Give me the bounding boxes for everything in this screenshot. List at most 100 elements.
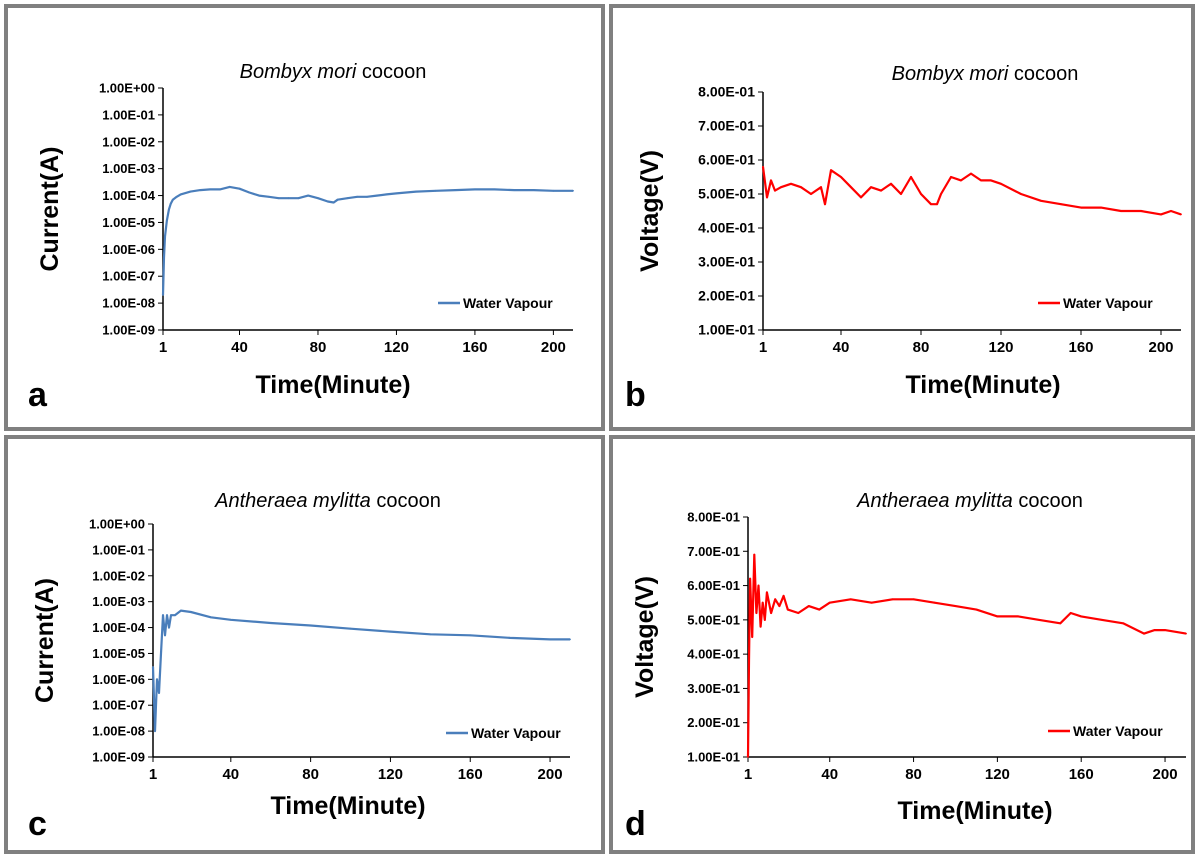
data-point-d bbox=[778, 605, 781, 607]
y-tick-label-c: 1.00E-09 bbox=[92, 750, 145, 765]
data-point-d bbox=[1017, 615, 1020, 618]
data-point-d bbox=[770, 612, 772, 614]
x-tick-label-b: 40 bbox=[833, 339, 850, 356]
data-point-a bbox=[297, 197, 300, 200]
x-axis-label-a: Time(Minute) bbox=[255, 371, 410, 399]
y-tick-label-b: 1.00E-01 bbox=[698, 322, 755, 338]
x-tick-label-d: 200 bbox=[1153, 766, 1178, 783]
panel-letter-b: b bbox=[625, 376, 646, 414]
data-point-a bbox=[171, 198, 174, 201]
data-point-b bbox=[1080, 206, 1082, 209]
data-point-c bbox=[210, 616, 212, 619]
data-point-b bbox=[880, 189, 882, 192]
data-point-b bbox=[890, 182, 892, 185]
data-point-d bbox=[891, 598, 894, 601]
y-tick-label-a: 1.00E-04 bbox=[102, 188, 156, 203]
data-point-b bbox=[870, 186, 872, 189]
data-point-c bbox=[309, 624, 312, 627]
data-point-d bbox=[751, 636, 754, 638]
data-point-d bbox=[996, 615, 999, 618]
data-point-d bbox=[1059, 622, 1062, 625]
data-point-b bbox=[940, 193, 942, 195]
data-point-c bbox=[349, 627, 352, 630]
y-tick-label-b: 5.00E-01 bbox=[698, 186, 755, 202]
chart-panel-d: Antheraea mylitta cocoon 1.00E-01 2.00E-01… bbox=[609, 435, 1195, 854]
y-tick-label-d: 3.00E-01 bbox=[687, 681, 740, 696]
data-point-a bbox=[268, 195, 270, 198]
y-tick-label-a: 1.00E-05 bbox=[102, 215, 155, 230]
data-point-c bbox=[168, 626, 170, 629]
data-point-d bbox=[1122, 622, 1124, 625]
series-line-a bbox=[161, 185, 573, 296]
y-tick-label-d: 4.00E-01 bbox=[687, 647, 740, 662]
data-point-b bbox=[1160, 213, 1162, 216]
data-point-b bbox=[900, 193, 902, 195]
y-tick-label-d: 5.00E-01 bbox=[687, 612, 740, 627]
data-point-c bbox=[152, 666, 154, 668]
x-tick-label-b: 200 bbox=[1148, 339, 1173, 356]
data-point-d bbox=[774, 598, 777, 601]
chart-panel-a: Bombyx mori cocoon 1.00E-09 1.00E-08 1.00E-… bbox=[4, 4, 605, 431]
data-point-b bbox=[960, 179, 962, 182]
data-point-d bbox=[828, 601, 831, 604]
data-point-b bbox=[824, 203, 826, 206]
x-tick-label-a: 120 bbox=[384, 339, 409, 356]
data-point-a bbox=[385, 193, 388, 196]
data-point-a bbox=[336, 198, 339, 201]
legend-label-d: Water Vapour bbox=[1073, 723, 1163, 739]
y-tick-label-a: 1.00E-06 bbox=[102, 242, 155, 257]
chart-title-a: Bombyx mori cocoon bbox=[240, 61, 427, 83]
data-point-d bbox=[782, 595, 785, 597]
y-tick-label-b: 7.00E-01 bbox=[698, 118, 755, 134]
chart-title-b: Bombyx mori cocoon bbox=[892, 63, 1079, 85]
data-point-b bbox=[1170, 210, 1172, 212]
data-point-d bbox=[1143, 632, 1145, 635]
data-point-d bbox=[757, 584, 760, 587]
data-point-d bbox=[1038, 619, 1041, 621]
y-tick-label-a: 1.00E-07 bbox=[102, 269, 155, 284]
data-point-c bbox=[389, 630, 392, 633]
data-point-a bbox=[169, 202, 172, 205]
y-tick-label-d: 2.00E-01 bbox=[687, 715, 740, 730]
x-tick-label-c: 40 bbox=[222, 766, 239, 783]
data-point-d bbox=[761, 601, 764, 604]
data-point-d bbox=[912, 598, 915, 601]
y-tick-label-a: 1.00E-02 bbox=[102, 134, 155, 149]
data-point-a bbox=[317, 197, 319, 200]
data-point-b bbox=[762, 165, 764, 168]
data-point-a bbox=[258, 194, 260, 197]
data-point-b bbox=[1000, 182, 1002, 185]
data-point-b bbox=[930, 203, 932, 206]
data-point-b bbox=[830, 169, 832, 172]
y-tick-label-b: 2.00E-01 bbox=[698, 288, 755, 304]
data-point-a bbox=[248, 191, 251, 194]
y-tick-label-b: 3.00E-01 bbox=[698, 254, 755, 270]
data-point-b bbox=[810, 193, 812, 195]
data-point-a bbox=[219, 188, 221, 191]
data-point-c bbox=[170, 614, 172, 617]
y-axis-label-c: Current(A) bbox=[31, 578, 59, 703]
y-tick-label-c: 1.00E+00 bbox=[89, 517, 145, 532]
data-point-d bbox=[1069, 612, 1072, 614]
data-point-a bbox=[168, 208, 170, 211]
data-point-a bbox=[493, 188, 496, 191]
data-point-d bbox=[1185, 632, 1187, 635]
y-tick-label-c: 1.00E-04 bbox=[92, 620, 146, 635]
data-point-a bbox=[356, 195, 359, 198]
y-tick-label-b: 8.00E-01 bbox=[698, 84, 755, 100]
data-point-c bbox=[429, 633, 432, 636]
data-point-d bbox=[818, 608, 821, 611]
data-point-a bbox=[415, 190, 417, 193]
data-point-d bbox=[1080, 615, 1083, 618]
data-point-c bbox=[154, 730, 156, 732]
y-tick-label-c: 1.00E-05 bbox=[92, 646, 145, 661]
data-point-d bbox=[747, 756, 749, 758]
data-point-c bbox=[549, 638, 551, 641]
data-point-b bbox=[990, 179, 992, 182]
chart-svg-b: Bombyx mori cocoon 1.00E-01 2.00E-01 3.00E-… bbox=[636, 63, 1182, 399]
chart-title-rest-c: cocoon bbox=[371, 490, 441, 512]
y-tick-label-b: 6.00E-01 bbox=[698, 152, 755, 168]
data-point-c bbox=[229, 618, 232, 621]
chart-title-rest-a: cocoon bbox=[356, 61, 426, 83]
data-point-b bbox=[766, 196, 768, 199]
